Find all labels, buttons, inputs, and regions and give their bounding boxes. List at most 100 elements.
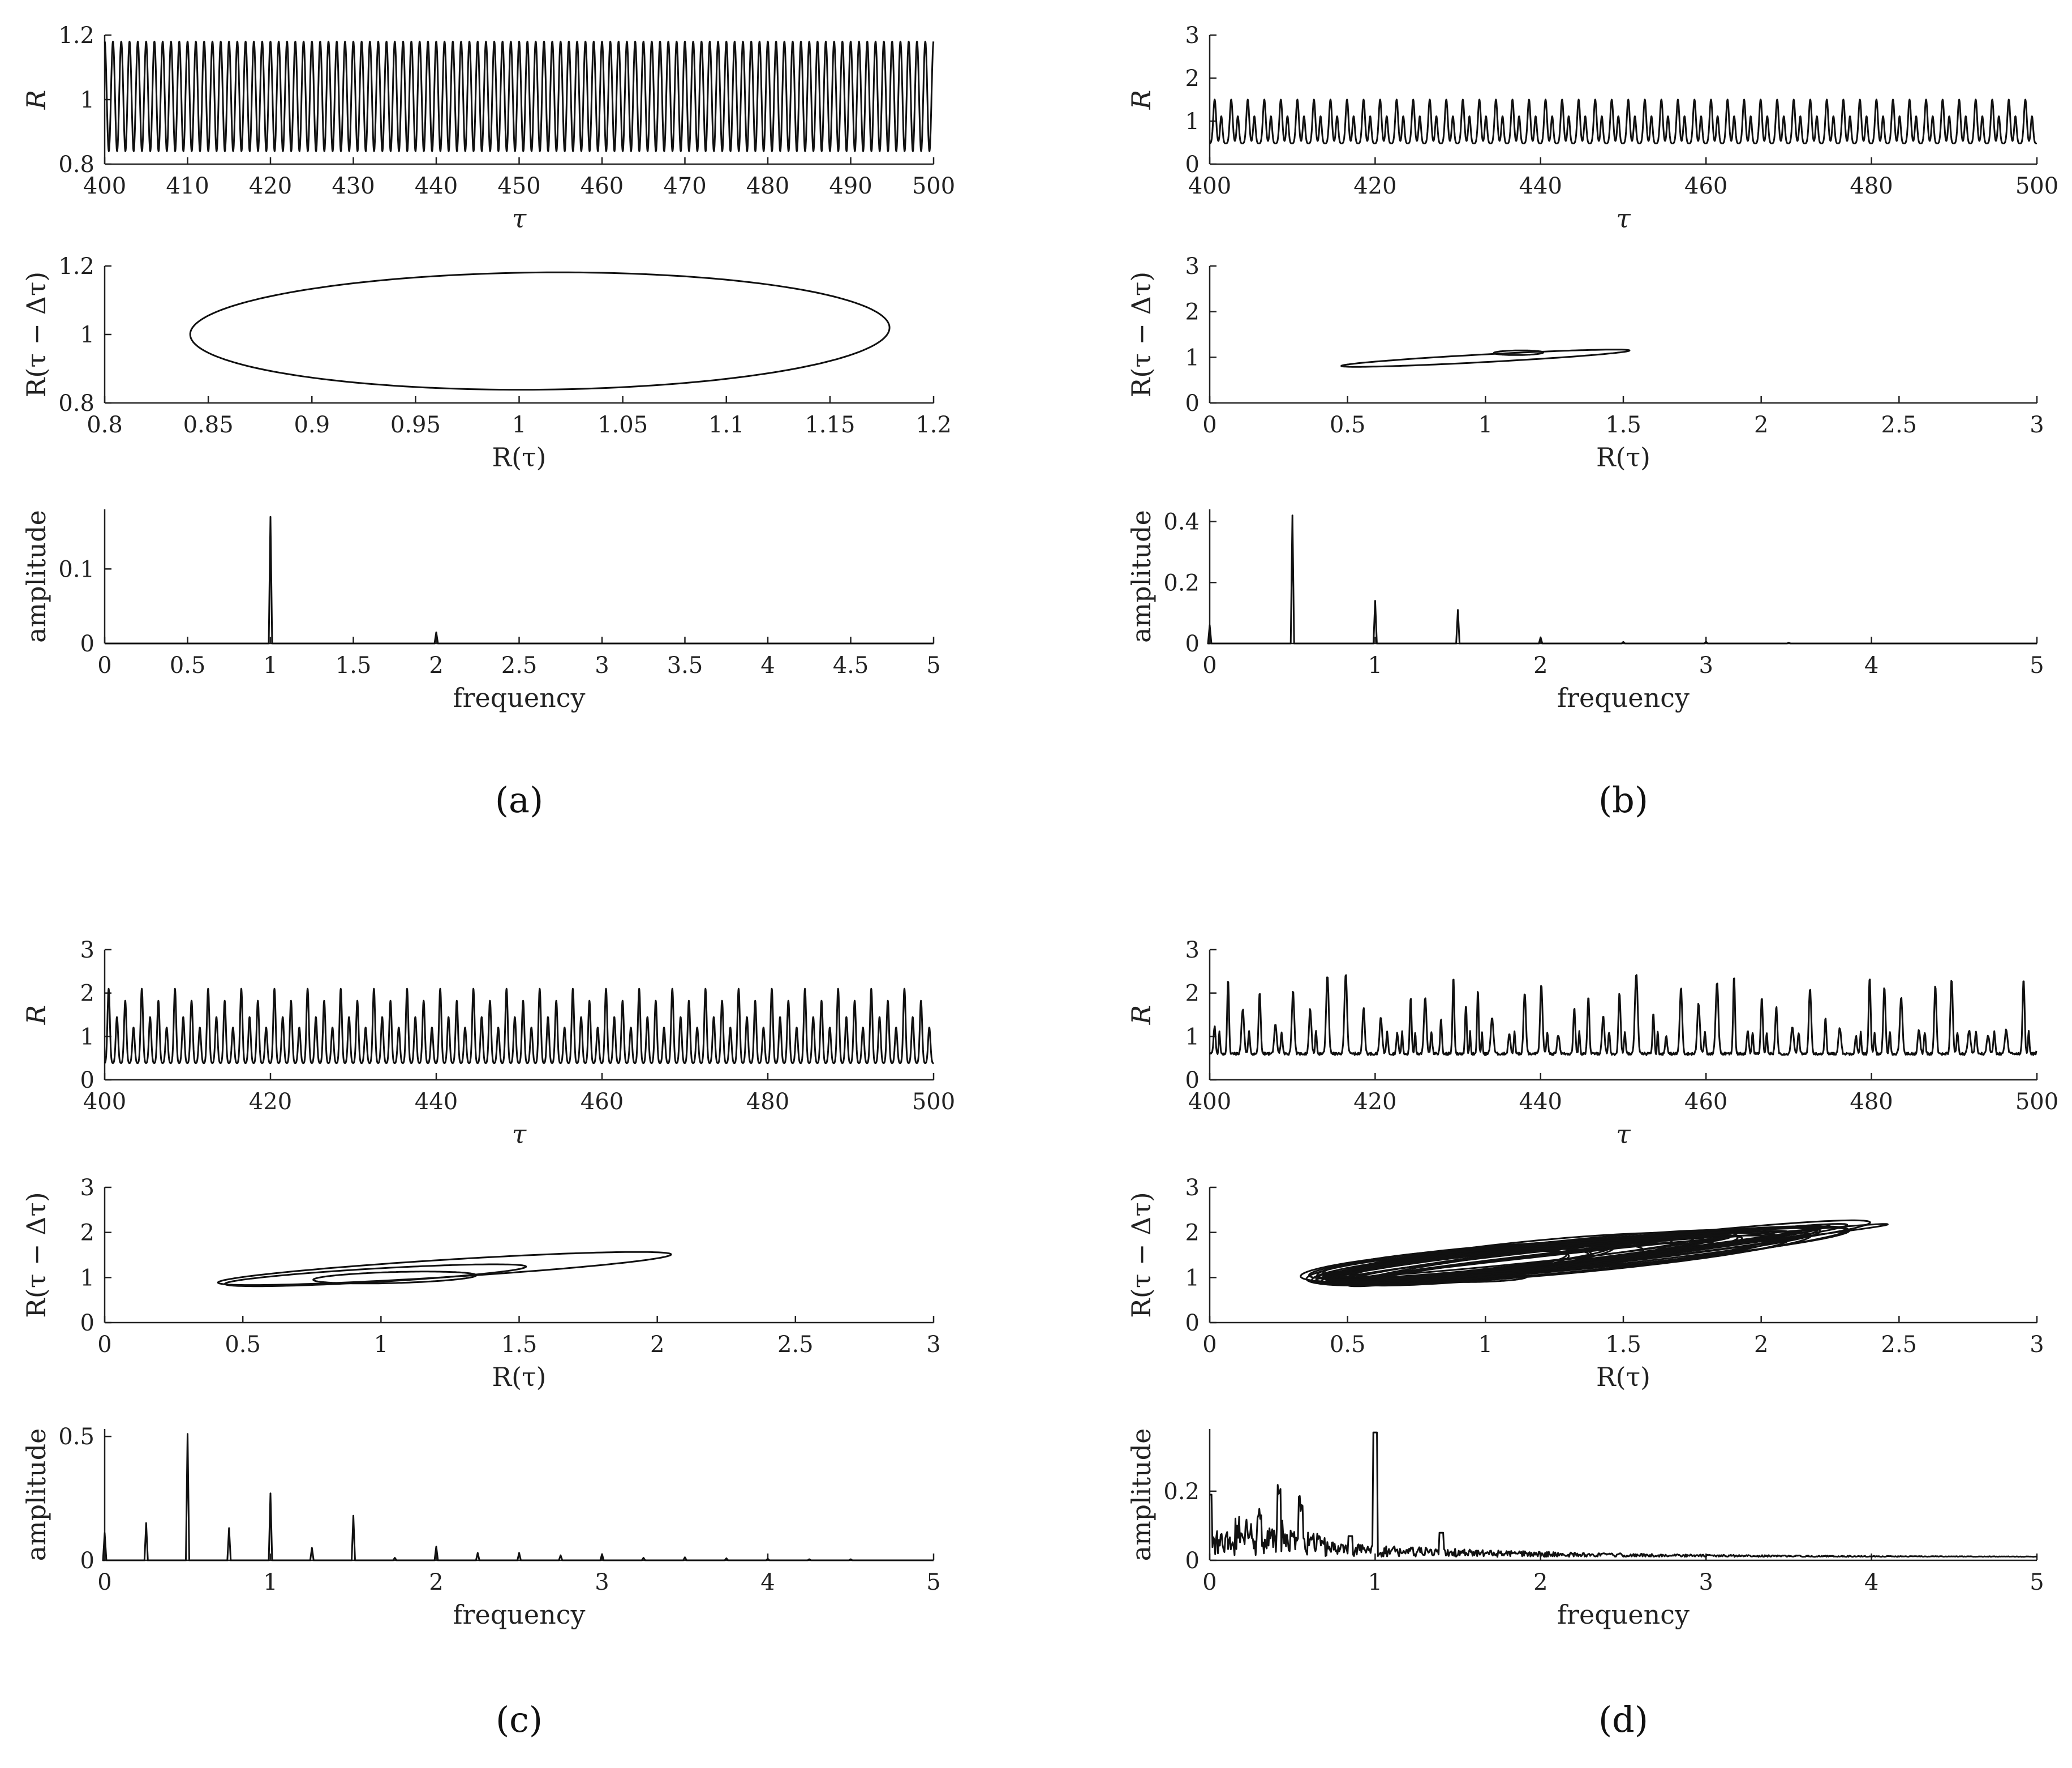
y-tick-label: 0 [1185,390,1200,417]
x-tick-label: 500 [2015,1089,2058,1115]
x-tick-label: 400 [1188,173,1231,199]
x-tick-label: 0.5 [225,1332,261,1358]
x-axis-label: frequency [453,683,586,713]
x-tick-label: 480 [1850,173,1893,199]
x-tick-label: 1 [1478,1332,1493,1358]
y-tick-label: 0 [80,1067,94,1093]
y-tick-label: 1 [1185,1265,1200,1291]
x-tick-label: 0.8 [87,412,123,438]
x-tick-label: 440 [415,173,458,199]
x-tick-label: 500 [912,173,955,199]
spectrum-line [1210,1431,2037,1558]
y-axis-label: R(τ − Δτ) [1126,1192,1157,1318]
x-tick-label: 5 [2030,1569,2044,1595]
y-tick-label: 0.5 [58,1424,94,1450]
x-tick-label: 450 [497,173,540,199]
phase-loop [223,1263,527,1288]
phase-loop [1340,349,1631,368]
y-tick-label: 0 [80,1310,94,1336]
x-tick-label: 2.5 [1881,1332,1918,1358]
x-tick-label: 440 [415,1089,458,1115]
panel-label: (b) [1598,779,1648,821]
x-tick-label: 430 [332,173,375,199]
x-tick-label: 4 [760,1569,775,1595]
x-axis-label: R(τ) [492,1362,547,1392]
time-series-plot: 400 420 440 460 480 500 0 1 2 3 τ R [1126,23,2058,234]
spectrum-line [102,1433,934,1561]
x-tick-label: 410 [166,173,209,199]
spectrum-plot: 0 0.5 1 1.5 2 2.5 3 3.5 4 4.5 5 0 0.1 frequency amplit… [21,509,941,713]
x-tick-label: 420 [1353,1089,1396,1115]
time-series-plot: 400 420 440 460 480 500 0 1 2 3 τ R [1126,937,2058,1149]
x-axis-label: τ [1616,203,1631,234]
x-tick-label: 0.95 [390,412,441,438]
y-tick-label: 0 [1185,152,1200,178]
x-tick-label: 3 [2030,1332,2044,1358]
y-tick-label: 3 [80,1175,94,1201]
x-tick-label: 0.5 [1330,1332,1366,1358]
y-tick-label: 0.2 [1163,570,1200,596]
x-tick-label: 480 [746,1089,789,1115]
y-tick-label: 3 [80,937,94,963]
x-axis-label: R(τ) [1596,442,1650,473]
y-tick-label: 3 [1185,1175,1200,1201]
time-series-line [1209,98,2038,144]
phase-loop [217,1251,672,1286]
phase-portrait-plot: 0 0.5 1 1.5 2 2.5 3 0 1 2 3 R(τ) R(τ − Δτ) [1126,1175,2044,1392]
x-tick-label: 400 [83,1089,126,1115]
x-axis-label: frequency [1557,1599,1690,1630]
y-tick-label: 1 [1185,1024,1200,1050]
x-tick-label: 420 [249,1089,292,1115]
phase-loop [189,271,891,391]
y-tick-label: 0.8 [58,390,94,417]
x-tick-label: 1 [512,412,526,438]
y-axis-label: R [1126,1005,1157,1025]
y-tick-label: 1 [80,87,94,113]
y-tick-label: 0.2 [1163,1479,1200,1505]
phase-loop [1493,349,1544,356]
x-tick-label: 5 [926,653,940,679]
spectrum-plot: 0 1 2 3 4 5 0 0.5 frequency amplitude [21,1424,941,1630]
x-tick-label: 1.05 [597,412,648,438]
x-tick-label: 440 [1519,1089,1562,1115]
phase-loop [1308,1241,1614,1280]
y-tick-label: 0 [1185,1548,1200,1574]
time-series-plot: 400 410 420 430 440 450 460 470 480 490 500 0.8 1 1.2… [21,23,955,234]
panel-a: 400 410 420 430 440 450 460 470 480 490 5000.811.2… [21,23,955,821]
x-tick-label: 0.5 [1330,412,1366,438]
x-tick-label: 2 [429,653,443,679]
x-tick-label: 0.9 [294,412,330,438]
y-axis-label: amplitude [1126,1428,1157,1561]
x-tick-label: 1.5 [501,1332,538,1358]
x-tick-label: 1 [374,1332,388,1358]
phase-loop [1305,1247,1590,1286]
y-tick-label: 1 [80,322,94,348]
x-tick-label: 1.5 [1605,412,1641,438]
x-tick-label: 1.5 [1605,1332,1641,1358]
y-axis-label: R(τ − Δτ) [21,1192,51,1318]
y-tick-label: 0 [80,1548,94,1574]
phase-portrait-plot: 0.8 0.85 0.9 0.95 1 1.05 1.1 1.15 1.2 0.8 1 1.2 R(τ)… [21,254,952,473]
x-tick-label: 440 [1519,173,1562,199]
x-tick-label: 0 [1202,1569,1216,1595]
y-tick-label: 1.2 [58,254,94,280]
x-tick-label: 1.5 [336,653,372,679]
x-tick-label: 1 [1368,653,1382,679]
y-axis-label: R [21,90,51,110]
y-tick-label: 1 [80,1024,94,1050]
x-tick-label: 3 [2030,412,2044,438]
x-tick-label: 1 [263,653,277,679]
panel-label: (a) [495,779,543,821]
x-tick-label: 460 [581,1089,624,1115]
y-tick-label: 1 [1185,345,1200,371]
phase-loop [1416,1272,1528,1283]
y-tick-label: 0 [1185,631,1200,657]
x-tick-label: 460 [581,173,624,199]
x-tick-label: 0 [97,1569,111,1595]
x-tick-label: 5 [926,1569,940,1595]
y-tick-label: 0 [1185,1067,1200,1093]
phase-portrait-plot: 0 0.5 1 1.5 2 2.5 3 0 1 2 3 R(τ) R(τ − Δτ) [21,1175,941,1392]
